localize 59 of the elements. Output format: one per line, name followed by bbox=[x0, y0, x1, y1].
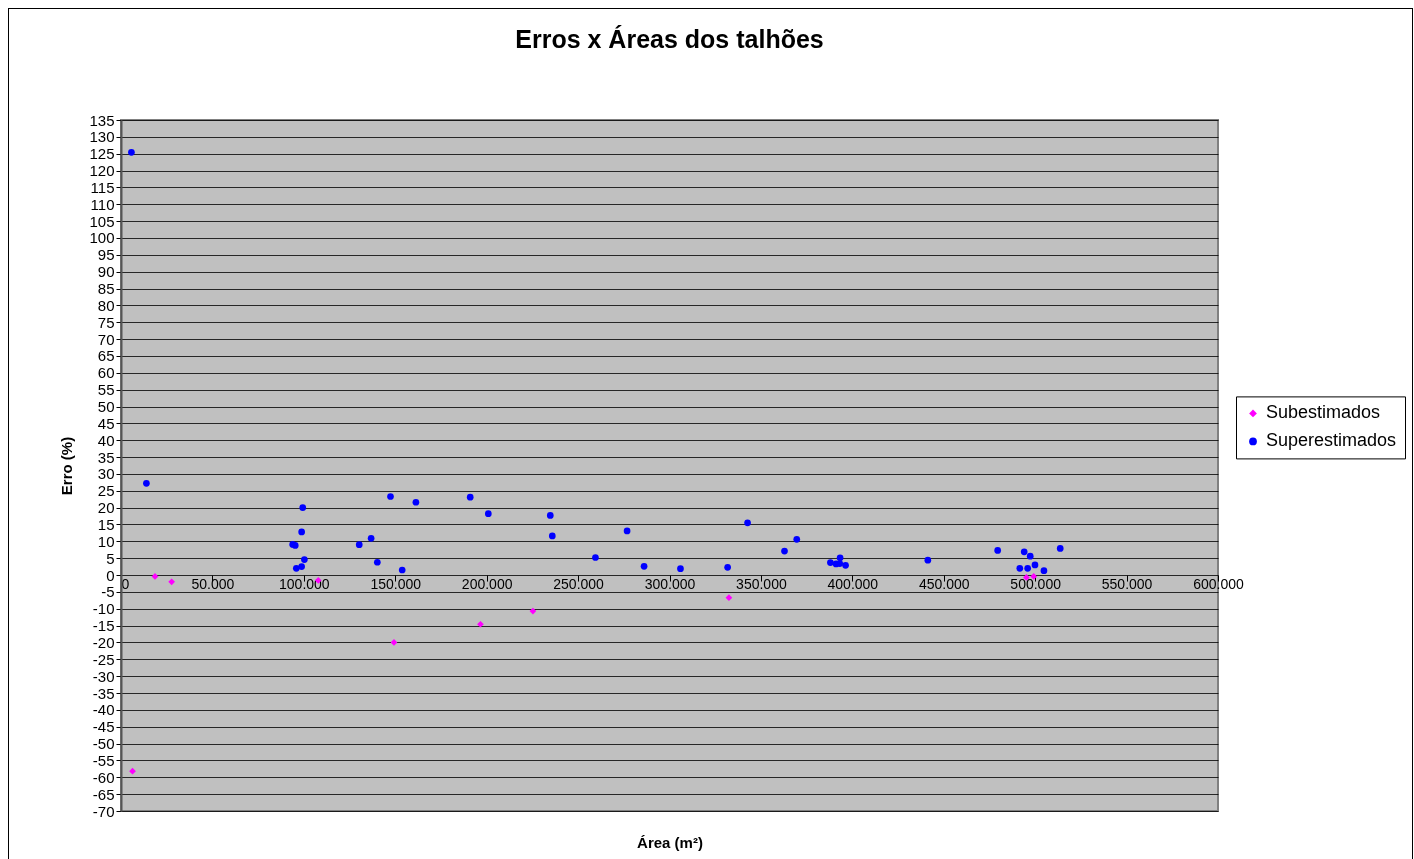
x-axis-title: Área (m²) bbox=[637, 833, 703, 851]
y-tick-label: 115 bbox=[90, 178, 115, 196]
y-tick-label: 110 bbox=[90, 195, 115, 213]
legend-label: Superestimados bbox=[1266, 430, 1397, 451]
x-tick-label: 350.000 bbox=[736, 575, 787, 592]
y-tick-label: 45 bbox=[97, 414, 115, 432]
y-tick-label: 60 bbox=[97, 364, 115, 382]
chart-title: Erros x Áreas dos talhões bbox=[515, 25, 824, 53]
y-tick-label: 120 bbox=[89, 162, 115, 180]
y-tick-label: -30 bbox=[92, 667, 115, 685]
y-tick-label: 35 bbox=[97, 448, 115, 466]
y-tick-label: 105 bbox=[89, 212, 115, 230]
y-tick-label: 125 bbox=[89, 145, 115, 163]
y-tick-label: 10 bbox=[97, 532, 115, 550]
x-tick-label: 600.000 bbox=[1193, 575, 1245, 592]
y-tick-label: 15 bbox=[97, 515, 115, 533]
y-tick-label: 90 bbox=[97, 263, 115, 281]
y-tick-label: -60 bbox=[92, 768, 115, 786]
y-tick-label: -50 bbox=[92, 735, 115, 753]
y-tick-label: 135 bbox=[89, 111, 115, 129]
y-tick-label: -70 bbox=[92, 802, 115, 820]
y-tick-label: 85 bbox=[97, 280, 115, 298]
legend-label: Subestimados bbox=[1266, 402, 1381, 423]
y-tick-label: 65 bbox=[97, 347, 115, 365]
y-tick-label: 20 bbox=[97, 499, 115, 517]
x-tick-label: 0 bbox=[121, 575, 130, 592]
y-tick-label: 80 bbox=[97, 296, 115, 314]
x-tick-label: 550.000 bbox=[1101, 575, 1153, 592]
y-tick-label: 75 bbox=[97, 313, 115, 331]
y-tick-label: -40 bbox=[92, 701, 115, 719]
x-tick-label: 400.000 bbox=[827, 575, 879, 592]
y-tick-label: -65 bbox=[92, 785, 115, 803]
y-axis-title: Erro (%) bbox=[58, 436, 76, 496]
y-tick-label: 55 bbox=[97, 381, 115, 399]
y-tick-label: 70 bbox=[97, 330, 115, 348]
y-tick-label: -15 bbox=[92, 617, 115, 635]
y-tick-label: 5 bbox=[106, 549, 115, 567]
x-tick-label: 200.000 bbox=[461, 575, 513, 592]
y-tick-label: 30 bbox=[97, 465, 115, 483]
y-tick-label: -5 bbox=[101, 583, 115, 601]
y-tick-label: -20 bbox=[92, 633, 115, 651]
y-tick-label: 40 bbox=[97, 431, 115, 449]
x-tick-label: 250.000 bbox=[553, 575, 605, 592]
y-tick-label: 25 bbox=[97, 482, 115, 500]
x-tick-label: 50.000 bbox=[191, 575, 235, 592]
y-tick-label: 50 bbox=[97, 398, 115, 416]
x-tick-label: 150.000 bbox=[370, 575, 422, 592]
y-tick-label: -10 bbox=[92, 600, 115, 618]
x-tick-label: 450.000 bbox=[918, 575, 970, 592]
y-tick-label: -35 bbox=[92, 684, 115, 702]
x-tick-label: 100.000 bbox=[279, 575, 330, 592]
y-tick-label: -55 bbox=[92, 751, 115, 769]
y-tick-label: 130 bbox=[89, 128, 115, 146]
x-tick-label: 500.000 bbox=[1010, 575, 1062, 592]
y-tick-label: -25 bbox=[92, 650, 115, 668]
y-tick-label: 100 bbox=[89, 229, 115, 247]
y-tick-label: -45 bbox=[92, 718, 115, 736]
y-tick-label: 95 bbox=[97, 246, 115, 264]
x-tick-label: 300.000 bbox=[644, 575, 696, 592]
